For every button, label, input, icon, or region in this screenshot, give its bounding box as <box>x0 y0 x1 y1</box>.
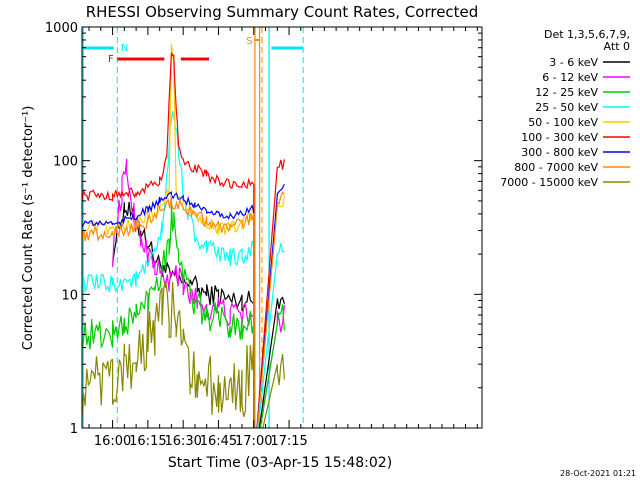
x-tick-label: 16:30 <box>164 434 201 449</box>
plot-frame <box>81 26 483 429</box>
legend-item-label: 6 - 12 keV <box>542 71 598 84</box>
series-line <box>82 280 285 428</box>
legend-item-label: 25 - 50 keV <box>535 101 598 114</box>
x-tick-label: 16:15 <box>129 434 166 449</box>
flare-flag-label: F <box>108 54 114 65</box>
series-line <box>82 199 285 428</box>
y-tick-label: 10 <box>61 288 78 303</box>
series-line <box>82 184 285 428</box>
legend-item-label: 3 - 6 keV <box>549 56 598 69</box>
series-line <box>112 158 285 428</box>
legend-item-label: 50 - 100 keV <box>528 116 598 129</box>
legend-item-label: 12 - 25 keV <box>535 86 598 99</box>
legend-item-label: 7000 - 15000 keV <box>500 176 598 189</box>
series-layer <box>82 44 285 428</box>
legend-header: Att 0 <box>604 40 630 53</box>
x-tick-label: 17:15 <box>270 434 307 449</box>
legend-item-label: 100 - 300 keV <box>521 131 598 144</box>
saa-flag-label: S <box>246 36 252 47</box>
chart-title: RHESSI Observing Summary Count Rates, Co… <box>86 3 479 21</box>
night-flag-label: N <box>121 43 128 54</box>
x-tick-label: 16:45 <box>200 434 237 449</box>
y-axis-label: Corrected Count Rate (s⁻¹ detector⁻¹) <box>21 106 36 351</box>
legend-item-label: 300 - 800 keV <box>521 146 598 159</box>
legend: Det 1,3,5,6,7,9,Att 0 3 - 6 keV 6 - 12 keV… <box>500 28 630 189</box>
x-axis-label: Start Time (03-Apr-15 15:48:02) <box>168 455 392 471</box>
series-line <box>82 52 285 428</box>
y-tick-label: 1000 <box>45 21 78 36</box>
legend-item-label: 800 - 7000 keV <box>514 161 598 174</box>
timestamp: 28-Oct-2021 01:21 <box>560 469 636 478</box>
legend-header: Det 1,3,5,6,7,9, <box>544 28 630 41</box>
x-tick-label: 17:00 <box>235 434 272 449</box>
y-tick-label: 1 <box>70 422 78 437</box>
y-tick-label: 100 <box>53 155 78 170</box>
x-tick-label: 16:00 <box>94 434 131 449</box>
series-line <box>82 191 285 428</box>
series-line <box>82 111 285 428</box>
